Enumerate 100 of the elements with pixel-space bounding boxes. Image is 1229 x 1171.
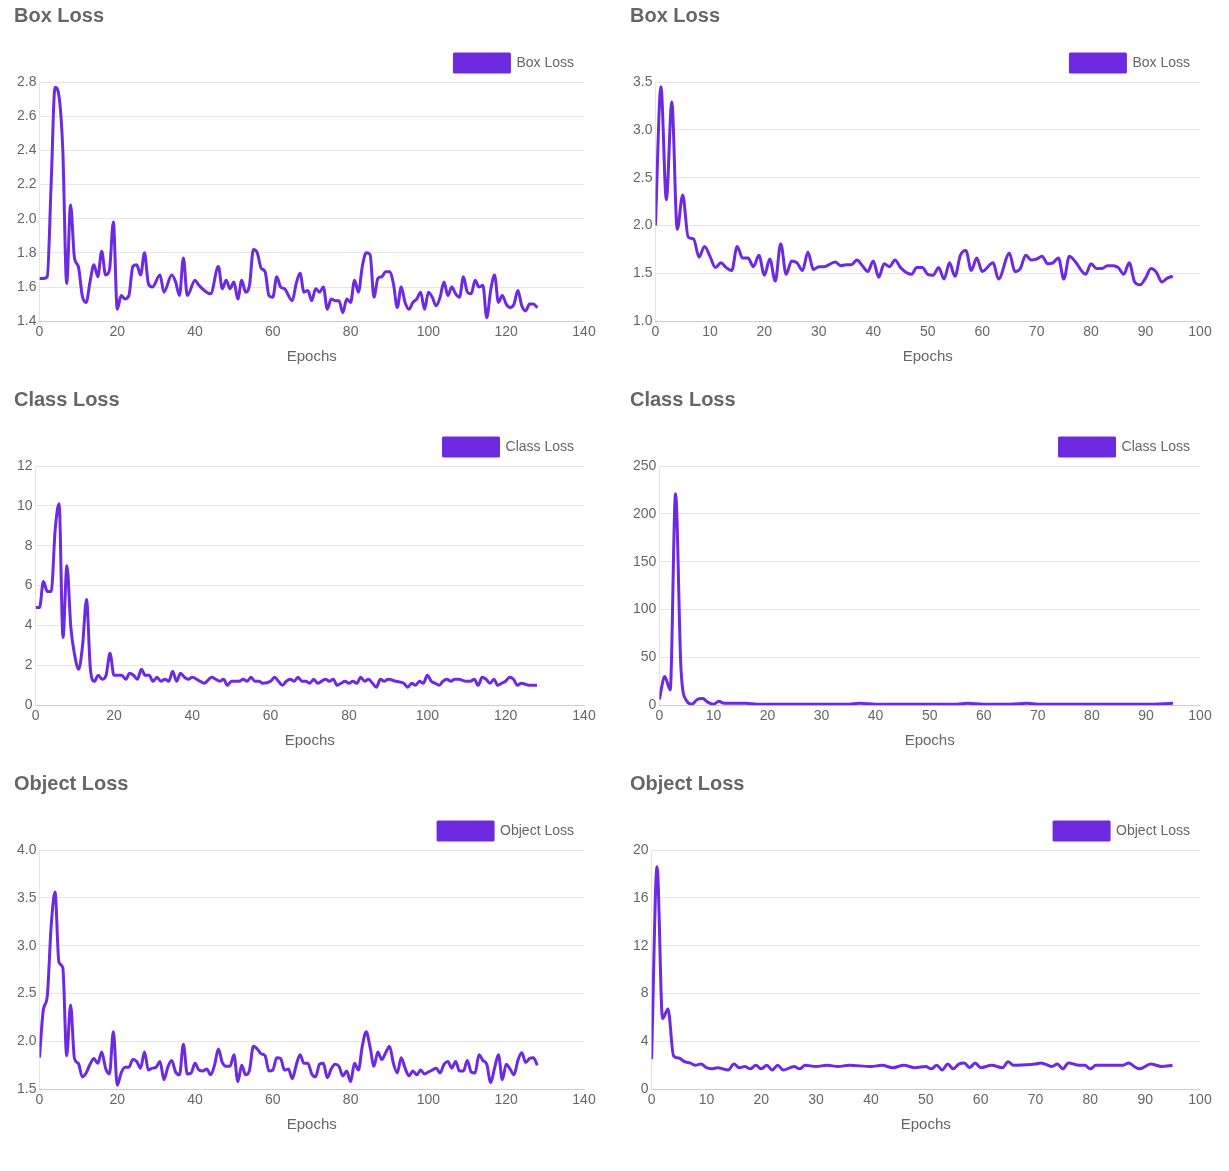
y-tick-label: 2.5 (632, 168, 653, 185)
x-tick-label: 140 (572, 707, 596, 724)
x-tick-label: 60 (974, 323, 991, 340)
x-tick-label: 20 (759, 707, 776, 724)
x-tick-label: 20 (109, 1091, 126, 1108)
x-tick-label: 90 (1138, 707, 1154, 724)
line-series (35, 502, 539, 689)
x-tick-label: 80 (342, 1091, 359, 1108)
y-tick-label: 1.0 (632, 312, 653, 329)
x-tick-label: 90 (1137, 323, 1154, 340)
x-tick-label: 60 (265, 1091, 281, 1108)
x-axis-title: Epochs (286, 1115, 337, 1133)
x-tick-label: 30 (811, 323, 827, 340)
x-tick-label: 20 (106, 707, 122, 724)
y-tick-label: 2.8 (16, 72, 37, 89)
x-tick-label: 40 (184, 707, 201, 724)
y-tick-label: 8 (640, 984, 649, 1001)
legend-label: Object Loss (1116, 821, 1191, 838)
y-tick-label: 3.5 (632, 72, 653, 89)
x-tick-label: 100 (415, 707, 440, 724)
x-tick-label: 50 (919, 323, 936, 340)
y-tick-label: 0 (640, 1080, 649, 1097)
legend-label: Box Loss (1132, 53, 1191, 70)
y-tick-label: 2.0 (16, 1032, 37, 1049)
x-tick-label: 60 (262, 707, 279, 724)
chart-title: Object Loss (630, 771, 745, 794)
x-tick-label: 50 (921, 707, 938, 724)
x-tick-label: 80 (1083, 323, 1100, 340)
y-tick-label: 1.5 (16, 1080, 37, 1097)
x-tick-label: 40 (863, 1091, 879, 1108)
x-tick-label: 70 (1028, 323, 1045, 340)
chart-title: Box Loss (630, 3, 721, 26)
y-tick-label: 3.0 (16, 936, 37, 953)
x-tick-label: 100 (416, 1091, 441, 1108)
x-tick-label: 30 (813, 707, 830, 724)
y-tick-label: 4.0 (16, 840, 37, 857)
y-tick-label: 6 (24, 576, 33, 593)
y-tick-label: 50 (640, 648, 657, 665)
line-series (39, 890, 539, 1087)
chart-title: Object Loss (14, 771, 129, 794)
legend-label: Class Loss (505, 437, 574, 454)
legend-label: Class Loss (1121, 437, 1190, 454)
x-tick-label: 140 (572, 323, 596, 340)
x-axis-title: Epochs (902, 347, 953, 365)
x-axis-title: Epochs (904, 731, 955, 749)
y-tick-label: 4 (24, 616, 33, 633)
x-tick-label: 90 (1137, 1091, 1154, 1108)
x-tick-label: 40 (187, 323, 204, 340)
x-tick-label: 80 (1084, 707, 1100, 724)
x-tick-label: 100 (1188, 323, 1212, 340)
x-tick-label: 100 (1188, 707, 1212, 724)
y-tick-label: 1.8 (16, 243, 37, 260)
y-tick-label: 1.4 (16, 312, 37, 329)
y-tick-label: 0 (648, 696, 657, 713)
y-tick-label: 2 (24, 656, 33, 673)
y-tick-label: 2.6 (16, 107, 37, 124)
x-tick-label: 80 (1082, 1091, 1099, 1108)
y-tick-label: 250 (633, 456, 657, 473)
x-tick-label: 40 (187, 1091, 204, 1108)
x-tick-label: 20 (756, 323, 773, 340)
x-tick-label: 60 (975, 707, 992, 724)
y-tick-label: 20 (632, 840, 649, 857)
y-tick-label: 0 (24, 696, 33, 713)
y-tick-label: 8 (24, 536, 33, 553)
x-axis-title: Epochs (284, 731, 335, 749)
x-axis-title: Epochs (900, 1115, 951, 1133)
y-tick-label: 200 (633, 504, 657, 521)
x-tick-label: 10 (702, 323, 718, 340)
x-tick-label: 100 (1188, 1091, 1212, 1108)
x-axis-title: Epochs (286, 347, 337, 365)
x-tick-label: 60 (972, 1091, 989, 1108)
x-tick-label: 30 (808, 1091, 825, 1108)
y-tick-label: 2.0 (632, 216, 653, 233)
x-tick-label: 120 (493, 707, 518, 724)
y-tick-label: 1.6 (16, 277, 37, 294)
y-tick-label: 100 (633, 600, 657, 617)
y-tick-label: 3.0 (632, 120, 653, 137)
x-tick-label: 10 (698, 1091, 715, 1108)
y-tick-label: 10 (16, 496, 33, 513)
y-tick-label: 150 (633, 552, 657, 569)
legend-label: Object Loss (500, 821, 575, 838)
y-tick-label: 2.2 (16, 175, 37, 192)
x-tick-label: 120 (494, 323, 519, 340)
x-tick-label: 20 (753, 1091, 770, 1108)
legend-label: Box Loss (516, 53, 575, 70)
x-tick-label: 60 (265, 323, 281, 340)
x-tick-label: 100 (416, 323, 441, 340)
x-tick-label: 70 (1027, 1091, 1044, 1108)
x-tick-label: 80 (341, 707, 357, 724)
y-tick-label: 2.4 (16, 141, 37, 158)
y-tick-label: 2.5 (16, 984, 37, 1001)
x-tick-label: 40 (867, 707, 884, 724)
x-tick-label: 70 (1030, 707, 1046, 724)
y-tick-label: 16 (632, 888, 649, 905)
x-tick-label: 140 (572, 1091, 596, 1108)
line-series (655, 85, 1175, 287)
y-tick-label: 12 (632, 936, 649, 953)
y-tick-label: 2.0 (16, 209, 37, 226)
x-tick-label: 10 (705, 707, 722, 724)
x-tick-label: 120 (494, 1091, 519, 1108)
